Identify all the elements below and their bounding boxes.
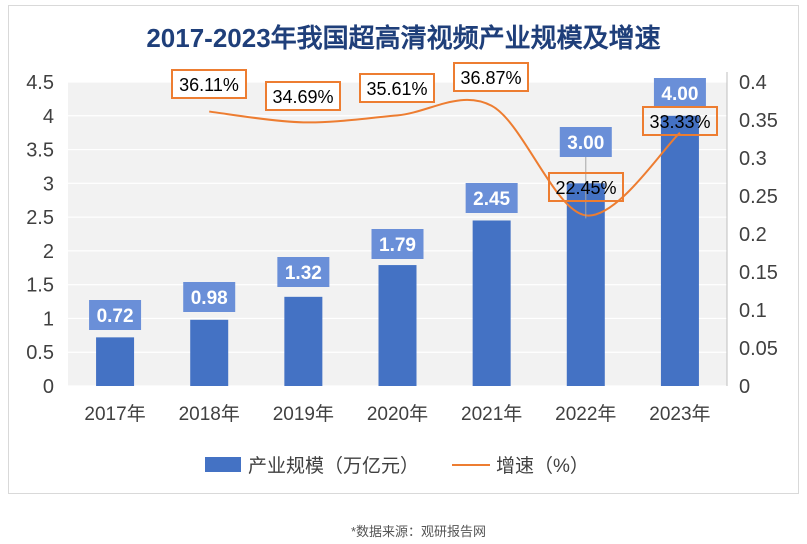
x-axis-tick: 2017年 bbox=[84, 403, 145, 425]
left-axis-tick: 3.5 bbox=[26, 140, 54, 162]
legend-bar-swatch bbox=[205, 457, 241, 472]
right-axis-tick: 0.4 bbox=[739, 72, 767, 94]
left-axis-tick: 1 bbox=[43, 308, 54, 330]
x-axis-tick: 2021年 bbox=[461, 403, 522, 425]
left-axis-tick: 0.5 bbox=[26, 342, 54, 364]
x-axis-tick: 2018年 bbox=[179, 403, 240, 425]
bar-label-box bbox=[465, 183, 518, 213]
bar bbox=[284, 296, 323, 386]
bar-label: 4.00 bbox=[661, 84, 698, 105]
line-label-box bbox=[453, 62, 529, 92]
right-axis-tick: 0.1 bbox=[739, 300, 767, 322]
growth-line bbox=[209, 98, 681, 217]
left-axis-tick: 2.5 bbox=[26, 207, 54, 229]
line-label: 34.69% bbox=[272, 87, 333, 107]
line-label: 36.87% bbox=[460, 68, 521, 88]
bar-label: 0.98 bbox=[191, 288, 228, 309]
line-label-box bbox=[548, 172, 624, 202]
bar bbox=[378, 265, 417, 386]
right-axis-tick: 0 bbox=[739, 376, 750, 398]
x-axis-tick: 2022年 bbox=[555, 403, 616, 425]
x-axis-tick: 2019年 bbox=[273, 403, 334, 425]
line-label-box bbox=[171, 69, 247, 99]
left-axis-tick: 0 bbox=[43, 376, 54, 398]
line-label: 36.11% bbox=[179, 75, 239, 95]
x-axis-tick: 2023年 bbox=[649, 403, 710, 425]
bar-label-box bbox=[89, 300, 142, 330]
line-label-box bbox=[359, 73, 435, 103]
x-axis-tick: 2020年 bbox=[367, 403, 428, 425]
line-label-box bbox=[265, 81, 341, 111]
right-axis-tick: 0.05 bbox=[739, 338, 778, 360]
left-axis-tick: 2 bbox=[43, 241, 54, 263]
bar-label-box bbox=[183, 282, 236, 312]
bar bbox=[660, 115, 699, 387]
bar-label-box bbox=[559, 127, 612, 157]
legend-line-label: 增速（%） bbox=[496, 455, 589, 477]
right-axis-tick: 0.15 bbox=[739, 262, 778, 284]
bar-label: 2.45 bbox=[473, 189, 510, 210]
bar bbox=[190, 319, 229, 386]
bar-label-box bbox=[371, 229, 424, 259]
source-note: *数据来源：观研报告网 bbox=[350, 524, 487, 539]
bar-label: 0.72 bbox=[97, 306, 134, 327]
right-axis-tick: 0.25 bbox=[739, 186, 778, 208]
line-label: 35.61% bbox=[366, 79, 427, 99]
left-axis-tick: 4.5 bbox=[26, 72, 54, 94]
bar-label-box bbox=[277, 257, 330, 287]
legend-bar-label: 产业规模（万亿元） bbox=[248, 455, 419, 477]
chart-frame bbox=[8, 5, 799, 494]
bar bbox=[472, 220, 511, 386]
right-axis-tick: 0.2 bbox=[739, 224, 767, 246]
line-label: 33.33% bbox=[649, 112, 710, 132]
right-axis-tick: 0.35 bbox=[739, 110, 778, 132]
chart-title: 2017-2023年我国超高清视频产业规模及增速 bbox=[146, 23, 661, 53]
bar-label-box bbox=[653, 78, 706, 108]
right-axis-tick: 0.3 bbox=[739, 148, 767, 170]
line-label-box bbox=[642, 106, 718, 136]
bar-label: 1.32 bbox=[285, 263, 322, 284]
left-axis-tick: 3 bbox=[43, 173, 54, 195]
bar-label: 1.79 bbox=[379, 235, 416, 256]
line-label: 22.45% bbox=[555, 178, 616, 198]
bar bbox=[96, 337, 135, 386]
bar-label: 3.00 bbox=[567, 133, 604, 154]
left-axis-tick: 1.5 bbox=[26, 275, 54, 297]
left-axis-tick: 4 bbox=[43, 106, 54, 128]
